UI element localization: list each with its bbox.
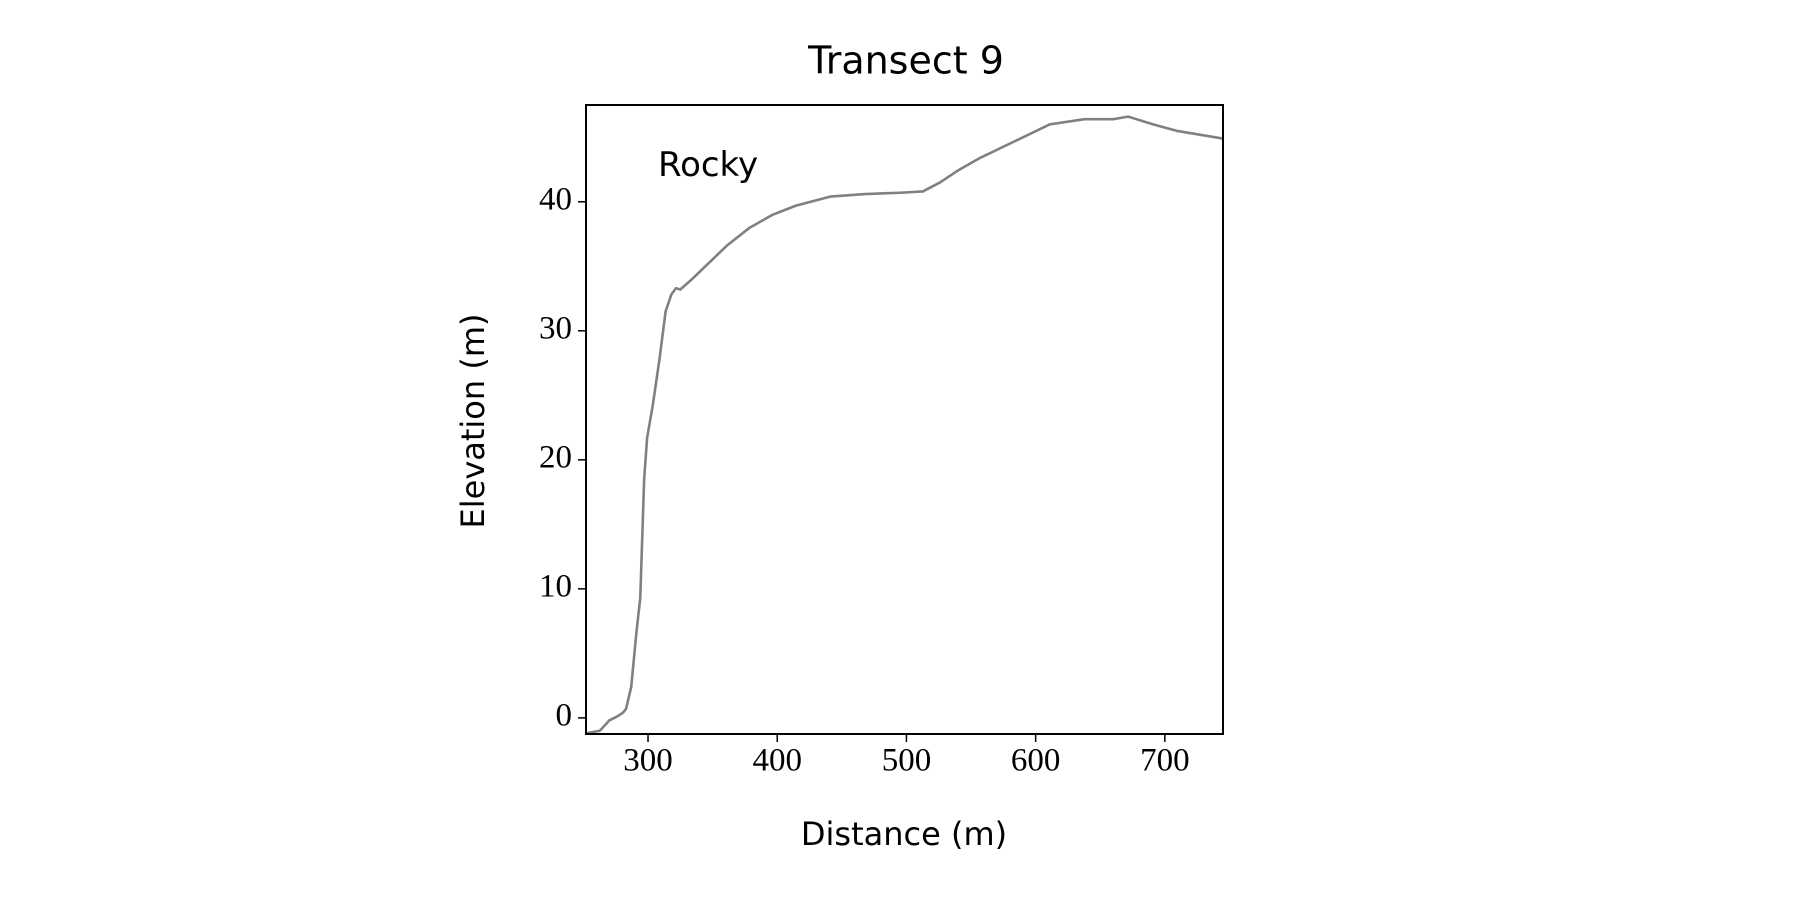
x-tick-label: 400: [752, 743, 802, 779]
x-tick-label: 500: [882, 743, 932, 779]
chart-title: Transect 9: [807, 39, 1004, 83]
y-tick-label: 20: [539, 439, 572, 475]
y-tick-label: 40: [539, 181, 572, 217]
y-tick-label: 0: [556, 697, 573, 733]
plot-frame: [585, 104, 1224, 735]
x-axis-label: Distance (m): [801, 815, 1007, 853]
x-tick-label: 300: [623, 743, 673, 779]
y-tick-label: 10: [539, 568, 572, 604]
x-tick-label: 700: [1140, 743, 1190, 779]
line: [586, 115, 1223, 734]
x-tick-label: 600: [1011, 743, 1061, 779]
y-tick-label: 30: [539, 310, 572, 346]
y-axis-label: Elevation (m): [454, 314, 492, 529]
annotation: Rocky: [658, 145, 758, 185]
